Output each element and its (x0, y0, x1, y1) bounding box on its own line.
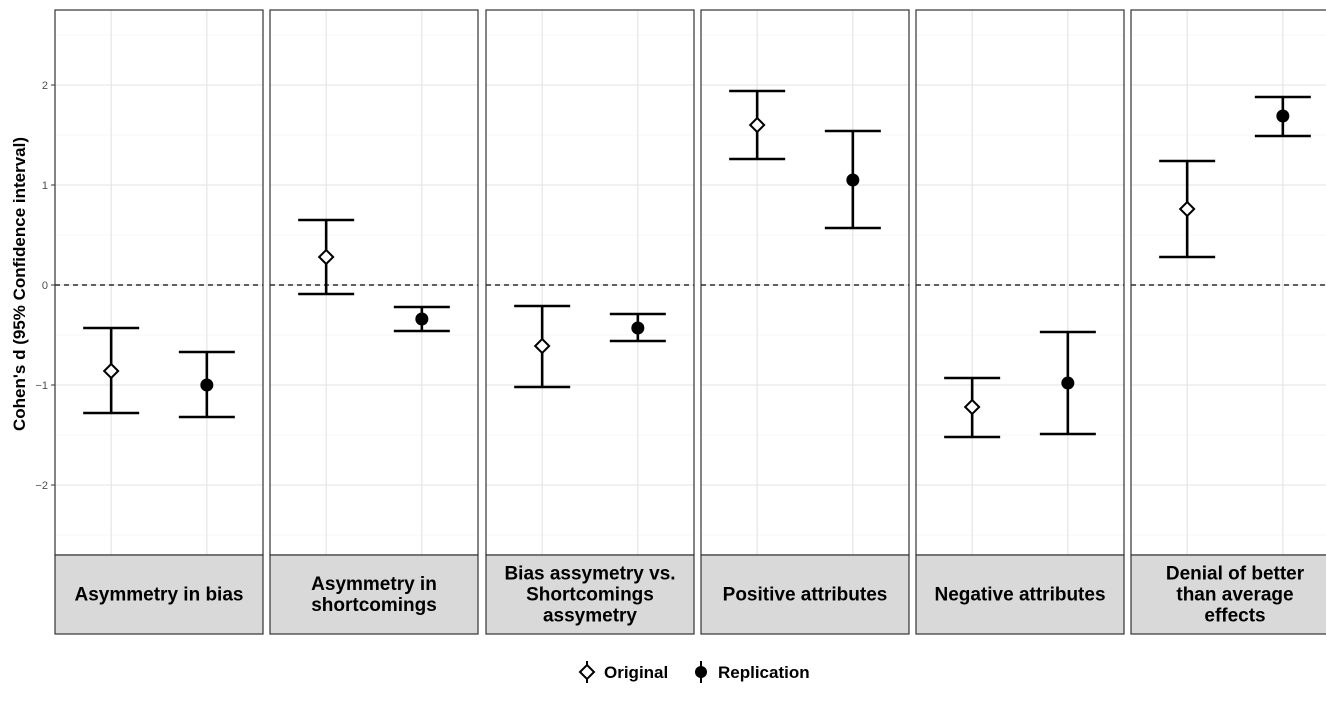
facet-strip-label: Denial of better (1166, 564, 1305, 585)
facet-panel: Asymmetry in bias (54, 9, 264, 635)
original-point-diamond (102, 362, 120, 380)
strip-background (915, 554, 1125, 635)
legend-replication-label: Replication (718, 663, 810, 682)
strip-background (485, 554, 695, 635)
strip-background (54, 554, 264, 635)
replication-point-circle (1276, 109, 1290, 123)
facet-panel: Negative attributes (915, 9, 1125, 635)
panel-background (701, 10, 909, 555)
facet-strip-label: effects (1204, 606, 1265, 627)
facet-panel: Positive attributes (700, 9, 910, 635)
y-tick-label: 1 (42, 180, 48, 192)
replication-point-circle (415, 312, 429, 326)
original-point-diamond (748, 116, 766, 134)
facet-strip-label: assymetry (543, 606, 637, 627)
facet-strip-label: Asymmetry in (311, 574, 437, 595)
original-point-diamond (533, 337, 551, 355)
facet-strip-label: shortcomings (311, 595, 437, 616)
panel-background (486, 10, 694, 555)
legend-replication-key-circle (695, 666, 707, 678)
strip-background (700, 554, 910, 635)
panel-background (916, 10, 1124, 555)
replication-point-circle (846, 173, 860, 187)
facet-strip-label: than average (1176, 585, 1293, 606)
facet-strip-label: Shortcomings (526, 585, 654, 606)
original-point-diamond (317, 248, 335, 266)
strip-background (269, 554, 479, 635)
legend-original-key-diamond (578, 663, 596, 681)
replication-point-circle (200, 378, 214, 392)
y-tick-label: 2 (42, 80, 48, 92)
y-tick-label: −1 (35, 380, 48, 392)
original-point-diamond (963, 398, 981, 416)
facet-strip-label: Bias assymetry vs. (504, 564, 675, 585)
strip-background (1130, 554, 1326, 635)
panel-background (1131, 10, 1326, 555)
panel-background (55, 10, 263, 555)
y-axis-title: Cohen's d (95% Confidence interval) (10, 137, 29, 431)
legend-original-label: Original (604, 663, 668, 682)
replication-point-circle (1061, 376, 1075, 390)
replication-point-circle (631, 321, 645, 335)
y-tick-label: 0 (42, 280, 48, 292)
original-point-diamond (1178, 200, 1196, 218)
y-tick-label: −2 (35, 480, 48, 492)
facet-strip-label: Positive attributes (723, 585, 888, 606)
legend: Original Replication (578, 661, 810, 683)
facet-strip-label: Asymmetry in bias (75, 585, 244, 606)
panel-background (270, 10, 478, 555)
facet-strip-label: Negative attributes (934, 585, 1105, 606)
